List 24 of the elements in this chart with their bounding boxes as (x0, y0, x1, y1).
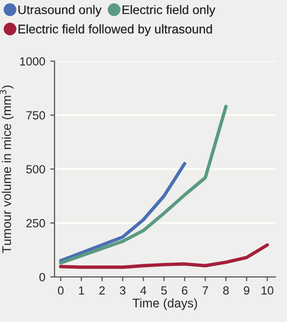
x-tick-label: 3 (120, 286, 126, 295)
y-tick-label: 0 (39, 272, 46, 282)
x-tick-label: 8 (223, 286, 229, 295)
x-tick-label: 1 (78, 286, 84, 295)
x-tick-label: 6 (182, 286, 188, 295)
legend-label: Electric field followed by ultrasound (18, 24, 212, 36)
y-tick-label: 250 (26, 219, 46, 228)
y-tick-label: 750 (26, 111, 46, 120)
legend-label: Utrasound only (18, 5, 102, 17)
x-tick-label: 5 (161, 286, 167, 295)
line-series (59, 243, 269, 269)
x-tick-label: 7 (202, 286, 208, 295)
x-axis-title: Time (days) (132, 298, 198, 310)
line-series (59, 162, 186, 262)
x-tick-label: 0 (58, 286, 64, 295)
x-tick-label: 2 (99, 286, 105, 295)
x-tick-label: 9 (244, 286, 250, 295)
x-tick-label: 10 (262, 286, 274, 295)
line-series (59, 104, 228, 265)
legend-label: Electric field only (122, 5, 216, 17)
y-tick-label: 1000 (20, 57, 46, 66)
x-tick-label: 4 (140, 286, 146, 295)
y-axis-title: Tumour volume in mice (mm$^{3}$) (0, 86, 14, 254)
y-tick-label: 500 (26, 165, 46, 174)
